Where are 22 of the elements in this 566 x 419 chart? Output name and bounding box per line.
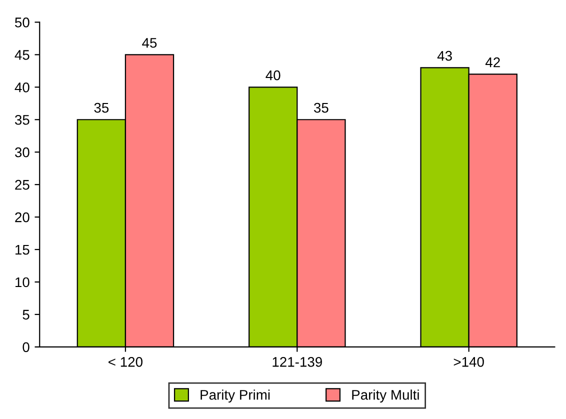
data-label: 40 [266,70,280,80]
legend-label: Parity Multi [352,390,419,403]
x-tick-label: >140 [454,357,484,367]
y-tick-label: 40 [14,82,30,92]
y-tick-label: 10 [16,277,30,288]
data-label: 42 [485,57,500,68]
data-label: 35 [314,102,328,113]
data-label: 45 [142,38,157,48]
x-tick-label: < 120 [108,357,142,367]
legend-label: Parity Primi [200,390,270,403]
y-tick-label: 30 [14,147,30,158]
y-tick-label: 45 [14,50,30,60]
data-label: 35 [94,102,109,113]
data-label: 43 [437,50,452,61]
y-tick-label: 0 [22,342,30,352]
x-tick-label: 121-139 [272,357,322,367]
y-tick-label: 50 [15,18,30,28]
y-tick-label: 35 [14,114,30,125]
y-tick-label: 5 [22,310,30,320]
y-tick-label: 25 [15,180,30,190]
y-tick-label: 15 [16,244,30,255]
y-tick-label: 20 [15,212,30,222]
